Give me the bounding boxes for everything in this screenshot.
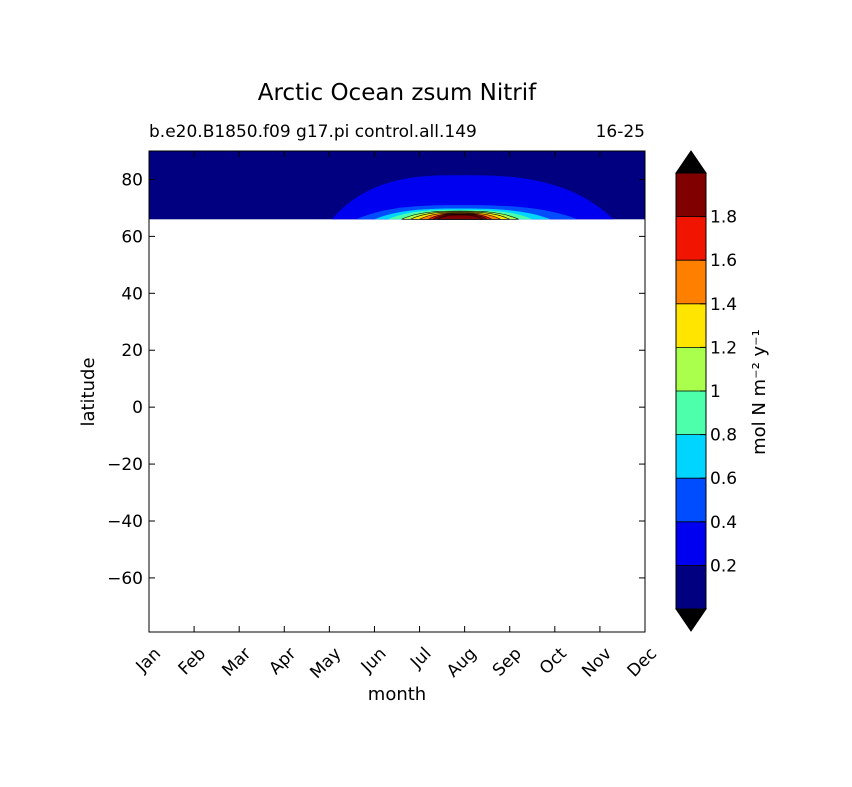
y-tick-label-2: 40 — [121, 284, 143, 304]
chart-subtitle-right: 16-25 — [596, 122, 645, 142]
colorbar-tick-label-7: 1.6 — [710, 251, 737, 271]
x-tick-label-nov: Nov — [578, 644, 616, 682]
colorbar-segment-5 — [676, 347, 706, 391]
x-tick-label-may: May — [306, 644, 345, 683]
colorbar-segment-2 — [676, 478, 706, 522]
plot-area — [149, 151, 645, 220]
colorbar-segment-3 — [676, 434, 706, 479]
x-tick-label-apr: Apr — [265, 644, 300, 679]
plot-frame — [148, 150, 646, 633]
x-tick-label-oct: Oct — [536, 644, 571, 679]
colorbar-segment-7 — [676, 260, 706, 304]
colorbar-segment-1 — [676, 521, 706, 566]
y-tick-label-4: 0 — [132, 398, 143, 418]
x-tick-label-jul: Jul — [406, 644, 435, 673]
colorbar-tick-label-2: 0.6 — [710, 469, 737, 489]
x-axis-label: month — [368, 684, 426, 705]
x-tick-label-feb: Feb — [175, 644, 210, 679]
colorbar-tick-label-8: 1.8 — [710, 208, 737, 228]
colorbar-tick-label-4: 1 — [710, 382, 721, 402]
colorbar-extend-over — [675, 150, 707, 174]
colorbar-tick-label-1: 0.4 — [710, 513, 737, 533]
colorbar-segment-0 — [676, 565, 706, 609]
y-tick-label-3: 20 — [121, 341, 143, 361]
y-tick-label-0: 80 — [121, 170, 143, 190]
colorbar-tick-label-6: 1.4 — [710, 295, 737, 315]
x-tick-label-jun: Jun — [357, 644, 391, 678]
colorbar-extend-under — [675, 608, 707, 632]
colorbar-label: mol N m⁻² y⁻¹ — [749, 329, 770, 455]
x-tick-label-jan: Jan — [132, 644, 165, 677]
y-axis: 80 60 40 20 0 −20 −40 −60 — [107, 170, 645, 589]
colorbar-segment-4 — [676, 391, 706, 435]
y-tick-label-7: −60 — [107, 569, 143, 589]
colorbar-segment-8 — [676, 216, 706, 261]
x-tick-label-sep: Sep — [489, 644, 526, 681]
x-tick-label-dec: Dec — [624, 644, 661, 681]
colorbar: 0.2 0.4 0.6 0.8 1 1.2 1.4 1.6 1.8 — [675, 150, 737, 632]
colorbar-tick-label-0: 0.2 — [710, 556, 737, 576]
colorbar-segment-9 — [676, 173, 706, 217]
chart-title: Arctic Ocean zsum Nitrif — [258, 80, 537, 106]
chart-subtitle-left: b.e20.B1850.f09 g17.pi control.all.149 — [149, 122, 477, 142]
x-tick-label-mar: Mar — [218, 644, 255, 681]
contour-band-2 — [436, 214, 484, 220]
x-axis: Jan Feb Mar Apr May Jun Jul Aug Sep Oct Nov Dec — [132, 151, 661, 683]
x-tick-label-aug: Aug — [443, 644, 481, 682]
y-tick-label-5: −20 — [107, 455, 143, 475]
colorbar-tick-label-5: 1.2 — [710, 338, 737, 358]
y-tick-label-1: 60 — [121, 227, 143, 247]
colorbar-tick-label-3: 0.8 — [710, 426, 737, 446]
colorbar-segment-6 — [676, 303, 706, 348]
y-tick-label-6: −40 — [107, 512, 143, 532]
y-axis-label: latitude — [78, 357, 99, 426]
